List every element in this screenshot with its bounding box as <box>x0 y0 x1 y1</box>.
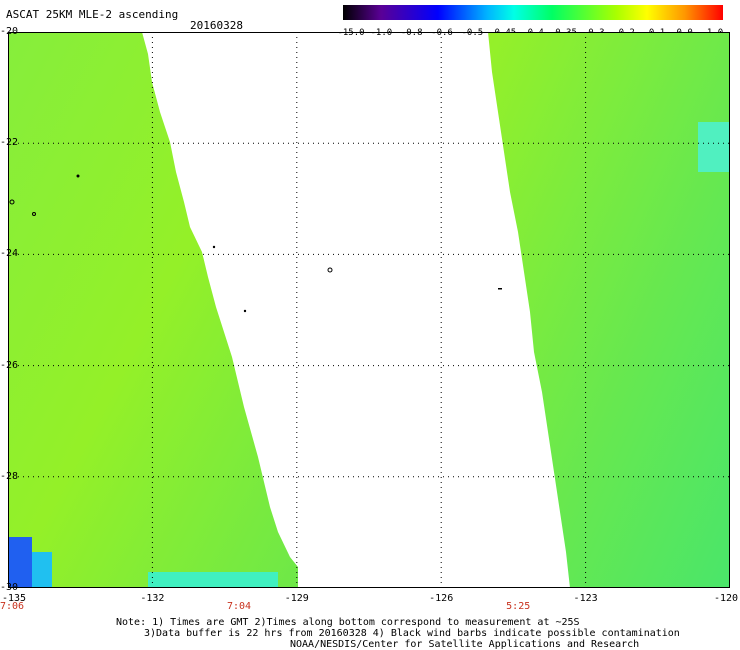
lat-lon-grid <box>8 32 730 588</box>
lon-label: -135 <box>1 593 27 604</box>
low-wind-patch-s <box>148 572 278 588</box>
lon-label: -129 <box>284 593 309 604</box>
note-line-2: 3)Data buffer is 22 hrs from 20160328 4)… <box>144 628 680 639</box>
lat-label: -26 <box>0 359 19 371</box>
lon-label: -132 <box>140 593 165 604</box>
west-swath <box>8 32 298 588</box>
pass-time-label: 5:25 <box>506 601 531 612</box>
low-wind-patch-sw <box>8 537 32 588</box>
lon-label: -126 <box>429 593 454 604</box>
wind-map <box>8 32 730 588</box>
lat-label: -20 <box>0 26 19 37</box>
island-marker <box>32 212 36 216</box>
colorbar-gradient <box>343 5 723 20</box>
note-line-1: Note: 1) Times are GMT 2)Times along bot… <box>116 617 580 628</box>
plot-frame <box>8 32 730 588</box>
lon-label: -123 <box>573 593 598 604</box>
lat-label: -28 <box>0 470 19 482</box>
colorbar <box>343 5 723 20</box>
island-marker <box>243 309 247 313</box>
swath-layer <box>8 32 730 588</box>
island-marker <box>76 174 80 178</box>
pass-time-label: 7:04 <box>226 601 252 612</box>
lat-label: -22 <box>0 137 19 149</box>
map-date: 20160328 <box>190 19 243 32</box>
lat-label: -30 <box>0 582 19 593</box>
map-title: ASCAT 25KM MLE-2 ascending <box>6 8 179 21</box>
low-wind-patch-sw2 <box>32 552 52 588</box>
island-marker <box>498 288 502 290</box>
island-marker <box>212 245 216 249</box>
island-outlines <box>9 174 502 313</box>
island-marker <box>9 199 15 205</box>
lat-label: -24 <box>0 248 19 260</box>
east-swath <box>488 32 730 588</box>
lon-label: -120 <box>713 593 739 604</box>
low-wind-patch-ne <box>698 122 730 172</box>
island-marker <box>327 267 333 273</box>
pass-time-label: 7:06 <box>0 601 25 612</box>
note-line-3: NOAA/NESDIS/Center for Satellite Applica… <box>290 639 640 650</box>
